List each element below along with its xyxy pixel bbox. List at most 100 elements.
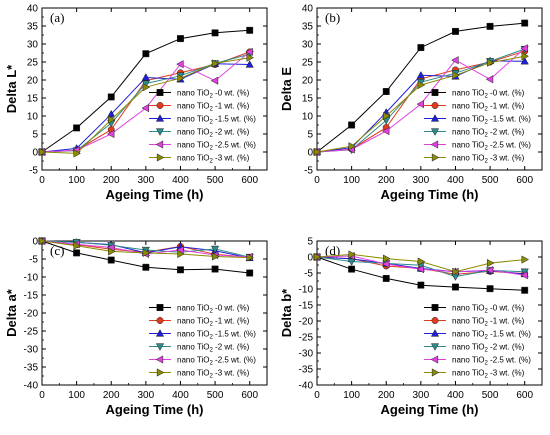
- data-point: [211, 265, 219, 273]
- data-point: [141, 73, 150, 81]
- data-point: [177, 74, 185, 83]
- y-tick-label: -15: [24, 291, 39, 302]
- data-point: [486, 258, 495, 268]
- data-point: [177, 35, 184, 43]
- data-point: [521, 19, 529, 27]
- legend-label: nano TiO2 -3 wt. (%): [177, 154, 250, 165]
- data-point: [416, 265, 424, 274]
- legend-marker: [430, 140, 439, 149]
- legend: nano TiO2 -0 wt. (%) nano TiO2 -1 wt. (%)…: [424, 89, 531, 165]
- data-point: [107, 256, 115, 264]
- data-point: [521, 255, 530, 264]
- legend-label: nano TiO2 -1 wt. (%): [177, 317, 250, 328]
- x-tick-label: 200: [378, 175, 395, 186]
- panel-label: (d): [325, 243, 340, 258]
- data-point: [38, 236, 47, 246]
- y-tick-label: 35: [302, 22, 314, 33]
- chart-panel: 0 100 200 300 400 500 600-50510152025303540Age…: [4, 4, 268, 202]
- x-tick-label: 500: [482, 390, 499, 401]
- legend-marker: [156, 317, 164, 324]
- legend-marker: [430, 329, 440, 337]
- legend-label: nano TiO2 -1 wt. (%): [452, 102, 525, 113]
- y-axis-title: Delta L*: [4, 64, 19, 113]
- data-point: [246, 269, 254, 277]
- legend-label: nano TiO2 -2 wt. (%): [177, 128, 250, 139]
- legend-label: nano TiO2 -3 wt. (%): [452, 369, 525, 380]
- data-point: [38, 147, 47, 157]
- legend-label: nano TiO2 -2.5 wt. (%): [452, 356, 531, 367]
- data-point: [486, 58, 495, 67]
- y-tick-label: 40: [302, 4, 314, 15]
- y-tick-label: -20: [24, 309, 39, 320]
- data-point: [416, 70, 425, 79]
- chart-panel: 0 100 200 300 400 500 600 -40 -35 -30 -25 -20 -15 -10…: [279, 237, 543, 417]
- data-point: [486, 285, 494, 293]
- y-tick-label: -5: [304, 269, 313, 280]
- x-tick-label: 500: [207, 175, 224, 186]
- legend-marker: [431, 368, 440, 377]
- data-point: [520, 271, 528, 280]
- data-point: [381, 259, 390, 269]
- y-tick-label: -25: [24, 327, 39, 338]
- data-point: [211, 59, 220, 68]
- y-tick-label: 35: [27, 22, 39, 33]
- panel-label: (c): [50, 243, 64, 258]
- data-point: [417, 80, 426, 90]
- series: [313, 250, 530, 276]
- x-tick-label: 200: [103, 390, 120, 401]
- data-point: [246, 26, 254, 34]
- data-point: [347, 258, 356, 266]
- data-point: [177, 266, 184, 274]
- y-tick-label: 40: [27, 4, 39, 15]
- legend-label: nano TiO2 -2.5 wt. (%): [177, 356, 256, 367]
- y-axis-title: Delta a*: [4, 288, 19, 337]
- legend-label: nano TiO2 -0 wt. (%): [177, 304, 250, 315]
- legend-marker: [430, 343, 440, 351]
- y-tick-label: 0: [32, 237, 38, 248]
- y-tick-label: 15: [27, 94, 39, 105]
- data-point: [245, 47, 253, 57]
- y-tick-label: -5: [29, 255, 38, 266]
- x-tick-label: 600: [241, 175, 258, 186]
- legend-marker: [431, 304, 439, 311]
- panel-label: (b): [325, 10, 340, 25]
- data-point: [382, 88, 390, 95]
- legend-label: nano TiO2 -1.5 wt. (%): [452, 115, 531, 126]
- legend: nano TiO2 -0 wt. (%) nano TiO2 -1 wt. (%)…: [149, 304, 256, 380]
- legend-label: nano TiO2 -0 wt. (%): [452, 304, 525, 315]
- data-point: [107, 93, 115, 101]
- y-tick-label: -40: [24, 381, 39, 392]
- data-point: [177, 249, 185, 259]
- legend-label: nano TiO2 -1.5 wt. (%): [177, 330, 256, 341]
- data-point: [73, 124, 81, 132]
- y-tick-label: 20: [27, 76, 39, 87]
- y-tick-label: 30: [27, 40, 39, 51]
- data-point: [210, 76, 219, 85]
- legend: nano TiO2 -0 wt. (%) nano TiO2 -1 wt. (%)…: [149, 89, 256, 165]
- data-point: [382, 274, 390, 282]
- data-point: [108, 247, 116, 256]
- x-tick-label: 300: [138, 175, 155, 186]
- y-tick-label: 25: [302, 58, 314, 69]
- legend-marker: [155, 355, 164, 364]
- x-tick-label: 400: [172, 390, 189, 401]
- x-axis-title: Ageing Time (h): [106, 402, 204, 417]
- x-tick-label: 600: [516, 390, 533, 401]
- x-tick-label: 400: [447, 390, 464, 401]
- y-tick-label: 5: [307, 130, 313, 141]
- data-point: [383, 254, 391, 263]
- x-tick-label: 500: [482, 175, 499, 186]
- legend-marker: [430, 128, 440, 136]
- y-tick-label: -30: [24, 345, 39, 356]
- legend-marker: [156, 368, 165, 377]
- legend-label: nano TiO2 -1.5 wt. (%): [452, 330, 531, 341]
- data-point: [73, 249, 81, 257]
- legend-marker: [156, 102, 164, 109]
- series-line: [316, 48, 525, 153]
- x-tick-label: 200: [103, 175, 120, 186]
- data-point: [520, 56, 529, 65]
- series: [38, 236, 255, 262]
- y-tick-label: -20: [299, 317, 314, 328]
- data-point: [142, 248, 151, 257]
- legend-marker: [155, 128, 165, 136]
